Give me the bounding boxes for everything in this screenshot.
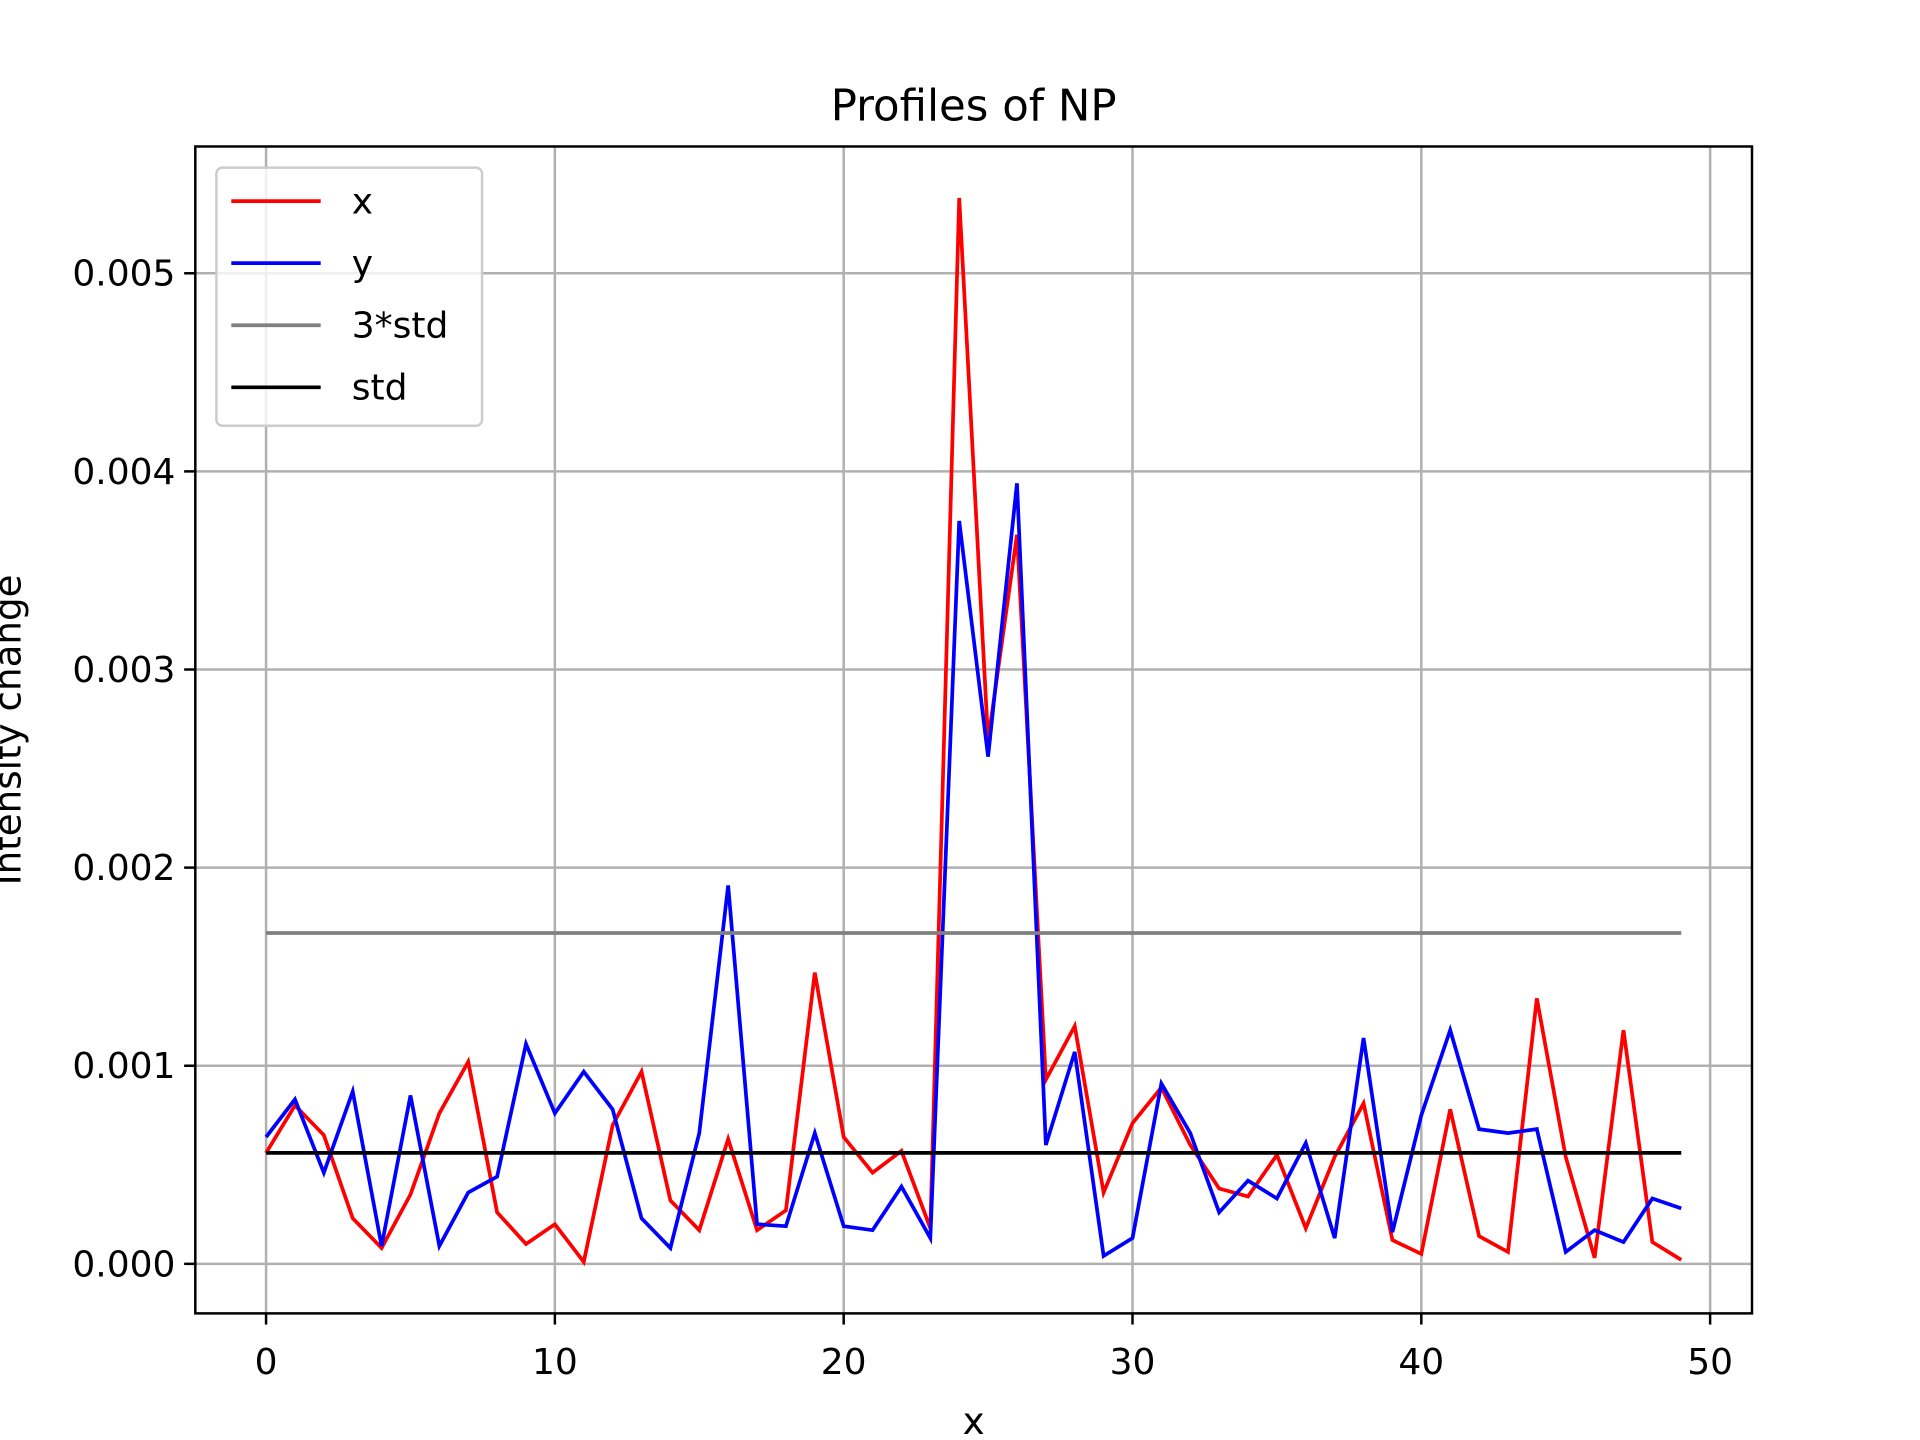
y-tick-label: 0.005 (72, 254, 175, 295)
x-tick-label: 10 (532, 1342, 578, 1383)
x-tick-label: 0 (255, 1342, 278, 1383)
y-tick-label: 0.003 (72, 650, 175, 691)
y-axis-label: Intensity change (0, 574, 29, 885)
x-tick-label: 20 (821, 1342, 867, 1383)
x-tick-label: 30 (1110, 1342, 1156, 1383)
legend-label: x (352, 182, 373, 223)
legend-label: y (352, 244, 373, 285)
legend-label: std (352, 368, 408, 409)
y-tick-label: 0.004 (72, 452, 175, 493)
series-line (264, 483, 1682, 1260)
x-tick-label: 50 (1687, 1342, 1733, 1383)
y-tick-label: 0.002 (72, 848, 175, 889)
legend-box (215, 166, 484, 428)
legend-label: 3*std (352, 306, 449, 347)
y-tick-label: 0.001 (72, 1046, 175, 1087)
series-line (264, 197, 1683, 1267)
y-tick-label: 0.000 (72, 1244, 175, 1285)
x-axis-label: x (963, 1399, 985, 1440)
x-tick-label: 40 (1398, 1342, 1444, 1383)
chart-title: Profiles of NP (831, 81, 1117, 131)
plot-frame (194, 145, 1754, 1315)
